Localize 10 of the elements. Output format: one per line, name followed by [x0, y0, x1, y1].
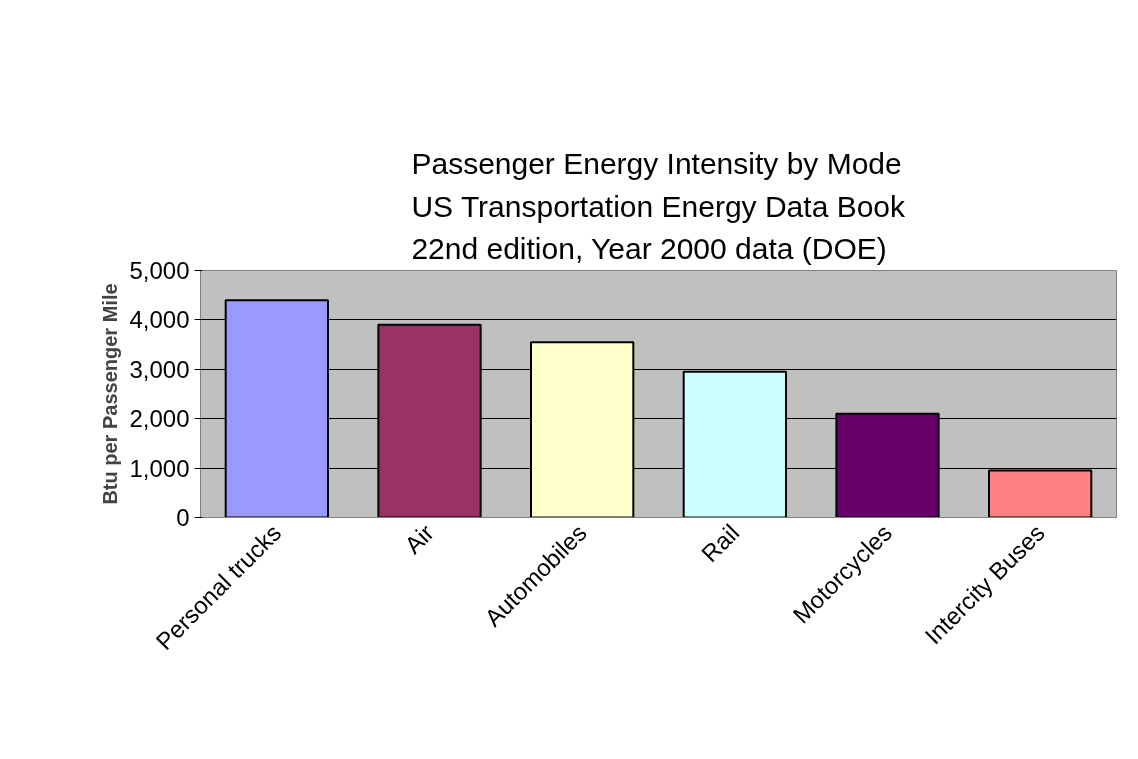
y-tick-label: 0: [176, 504, 190, 531]
y-tick-label: 1,000: [129, 454, 190, 482]
y-tick-label: 4,000: [129, 306, 190, 334]
y-tick-label: 2,000: [129, 405, 190, 433]
y-tick-label: 5,000: [129, 257, 190, 284]
x-tick-label: Air: [399, 518, 440, 559]
y-axis-title: Btu per Passenger Mile: [99, 283, 122, 505]
y-tick-label: 3,000: [129, 355, 190, 383]
x-tick-label: Rail: [696, 518, 745, 568]
chart-title: Passenger Energy Intensity by Mode US Transportation Energy Data Book 22nd edition, Year 2000 data (DOE): [411, 146, 907, 266]
